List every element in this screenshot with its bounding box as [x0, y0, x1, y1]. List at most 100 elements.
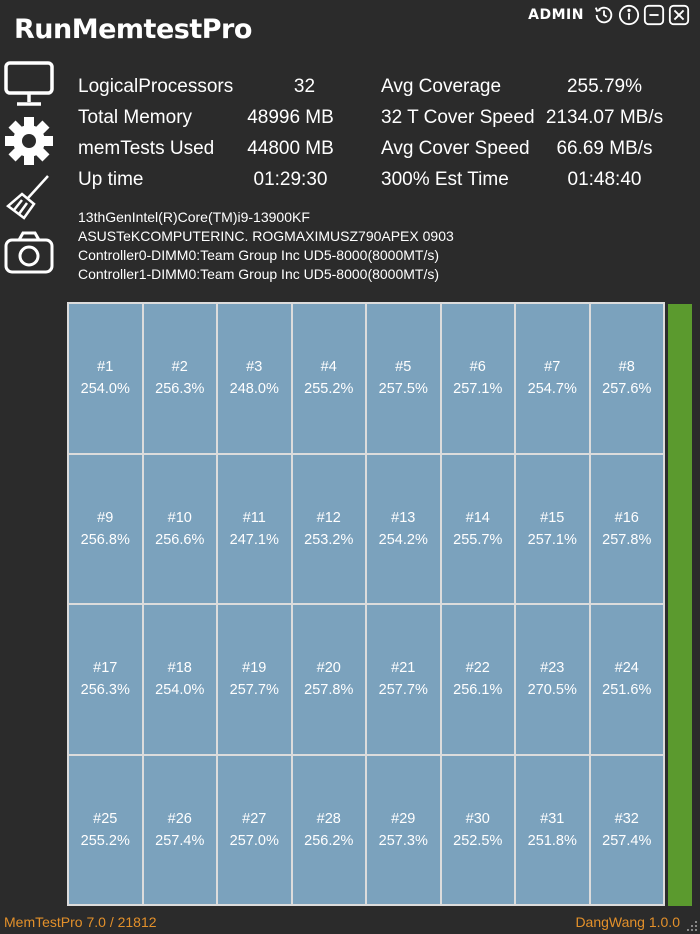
thread-id: #14 [465, 509, 490, 526]
system-info: 13thGenIntel(R)Core(TM)i9-13900KF ASUSTe… [78, 208, 454, 284]
thread-cell: #13 254.2% [367, 454, 440, 603]
thread-cell: #1 254.0% [69, 304, 142, 453]
thread-id: #26 [167, 810, 192, 827]
thread-id: #15 [540, 509, 565, 526]
thread-coverage: 254.0% [155, 682, 205, 699]
thread-cell: #24 251.6% [590, 605, 663, 754]
thread-id: #1 [97, 359, 114, 376]
thread-cell: #21 257.7% [367, 605, 440, 754]
broom-icon[interactable] [0, 172, 58, 222]
thread-id: #29 [391, 810, 416, 827]
thread-cell: #3 248.0% [218, 304, 291, 453]
version-label: MemTestPro 7.0 / 21812 [4, 914, 157, 930]
thread-coverage: 257.4% [602, 832, 652, 849]
camera-icon[interactable] [0, 228, 58, 278]
dimm-info: Controller0-DIMM0:Team Group Inc UD5-800… [78, 247, 440, 263]
author-label: DangWang 1.0.0 [575, 914, 680, 930]
board-info: ASUSTeKCOMPUTERINC. ROGMAXIMUSZ790APEX 0… [78, 228, 454, 244]
thread-coverage: 247.1% [229, 531, 279, 548]
thread-id: #13 [391, 509, 416, 526]
thread-coverage: 253.2% [304, 531, 354, 548]
thread-cell: #12 253.2% [292, 454, 365, 603]
thread-cell: #9 256.8% [69, 454, 142, 603]
thread-cell: #31 251.8% [516, 755, 589, 904]
stat-row: Total Memory 48996 MB 32 T Cover Speed 2… [78, 107, 688, 138]
gear-icon[interactable] [0, 116, 58, 166]
thread-cell: #8 257.6% [590, 304, 663, 453]
stat-label: LogicalProcessors [78, 76, 234, 97]
thread-id: #6 [469, 359, 486, 376]
stat-label: Avg Coverage [381, 76, 502, 97]
thread-cell: #17 256.3% [69, 605, 142, 754]
stat-label: memTests Used [78, 138, 215, 159]
title-controls: ADMIN [528, 4, 690, 26]
stat-value: 44800 MB [247, 138, 334, 159]
thread-cell: #23 270.5% [516, 605, 589, 754]
thread-coverage: 257.8% [602, 531, 652, 548]
thread-cell: #14 255.7% [441, 454, 514, 603]
thread-cell: #6 257.1% [441, 304, 514, 453]
thread-coverage: 251.6% [602, 682, 652, 699]
thread-cell: #18 254.0% [143, 605, 216, 754]
progress-fill [668, 304, 692, 906]
thread-coverage: 254.7% [527, 381, 577, 398]
resize-grip-icon[interactable] [686, 920, 698, 932]
thread-coverage: 270.5% [527, 682, 577, 699]
app-title: RunMemtestPro [14, 14, 252, 45]
thread-id: #2 [171, 359, 188, 376]
thread-coverage: 257.1% [453, 381, 503, 398]
thread-id: #7 [544, 359, 561, 376]
thread-coverage: 257.6% [602, 381, 652, 398]
thread-cell: #29 257.3% [367, 755, 440, 904]
close-icon[interactable] [668, 4, 690, 26]
stat-value: 2134.07 MB/s [545, 107, 664, 128]
thread-cell: #5 257.5% [367, 304, 440, 453]
thread-coverage: 257.7% [229, 682, 279, 699]
thread-cell: #27 257.0% [218, 755, 291, 904]
thread-id: #18 [167, 660, 192, 677]
thread-coverage: 254.2% [378, 531, 428, 548]
thread-id: #19 [242, 660, 267, 677]
thread-cell: #26 257.4% [143, 755, 216, 904]
thread-coverage: 256.2% [304, 832, 354, 849]
thread-id: #5 [395, 359, 412, 376]
thread-id: #27 [242, 810, 267, 827]
monitor-icon[interactable] [0, 60, 58, 110]
thread-coverage: 251.8% [527, 832, 577, 849]
stat-value: 01:48:40 [567, 169, 642, 190]
thread-cell: #19 257.7% [218, 605, 291, 754]
cpu-info: 13thGenIntel(R)Core(TM)i9-13900KF [78, 209, 310, 225]
sidebar [0, 60, 58, 278]
history-icon[interactable] [593, 4, 615, 26]
thread-cell: #11 247.1% [218, 454, 291, 603]
stat-label: Avg Cover Speed [381, 138, 530, 159]
thread-id: #23 [540, 660, 565, 677]
thread-coverage: 255.2% [80, 832, 130, 849]
thread-id: #20 [316, 660, 341, 677]
thread-id: #28 [316, 810, 341, 827]
thread-coverage: 248.0% [229, 381, 279, 398]
stat-row: memTests Used 44800 MB Avg Cover Speed 6… [78, 138, 688, 169]
admin-label: ADMIN [528, 7, 584, 23]
thread-coverage: 257.0% [229, 832, 279, 849]
thread-coverage: 256.8% [80, 531, 130, 548]
thread-cell: #10 256.6% [143, 454, 216, 603]
thread-coverage: 255.2% [304, 381, 354, 398]
thread-cell: #32 257.4% [590, 755, 663, 904]
thread-id: #3 [246, 359, 263, 376]
thread-id: #11 [242, 509, 266, 526]
thread-cell: #22 256.1% [441, 605, 514, 754]
thread-coverage: 257.7% [378, 682, 428, 699]
stats-panel: LogicalProcessors 32 Avg Coverage 255.79… [78, 76, 688, 200]
thread-cell: #16 257.8% [590, 454, 663, 603]
minimize-icon[interactable] [643, 4, 665, 26]
thread-id: #24 [614, 660, 639, 677]
thread-coverage: 252.5% [453, 832, 503, 849]
thread-coverage: 254.0% [80, 381, 130, 398]
thread-cell: #7 254.7% [516, 304, 589, 453]
thread-id: #21 [391, 660, 416, 677]
thread-id: #25 [93, 810, 118, 827]
thread-cell: #25 255.2% [69, 755, 142, 904]
info-icon[interactable] [618, 4, 640, 26]
thread-coverage: 257.8% [304, 682, 354, 699]
